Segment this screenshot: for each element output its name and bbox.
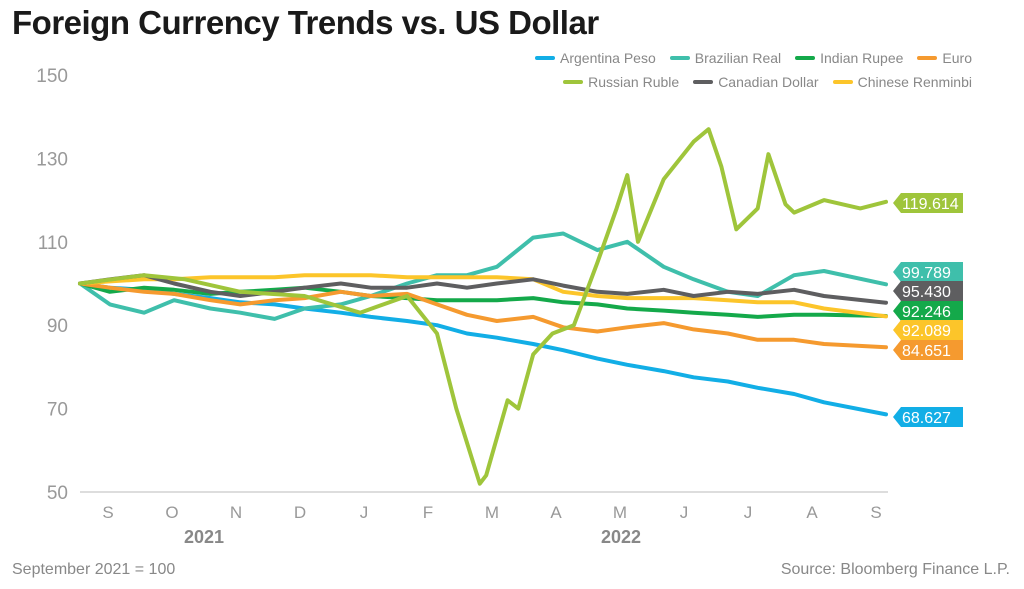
y-tick-label: 150 [36, 66, 68, 87]
end-value-label: 119.614 [902, 196, 959, 213]
end-value-label: 99.789 [902, 265, 951, 282]
y-tick-label: 130 [36, 149, 68, 170]
x-tick-label: S [870, 503, 881, 522]
end-label-tag [893, 281, 963, 301]
source-note: Source: Bloomberg Finance L.P. [780, 561, 1010, 578]
series-line-canadian-dollar [78, 273, 888, 305]
end-label-tag [893, 407, 963, 427]
x-tick-label: A [550, 503, 562, 522]
end-value-label: 95.430 [902, 284, 951, 301]
end-value-label: 84.651 [902, 343, 951, 360]
y-tick-label: 50 [47, 483, 68, 504]
legend-item: Russian Ruble [563, 74, 679, 90]
legend-item: Canadian Dollar [693, 74, 819, 90]
series-line-argentina-peso [78, 281, 888, 417]
x-tick-label: J [680, 503, 689, 522]
series-line-chinese-renminbi [78, 273, 888, 319]
legend-row-1: Argentina Peso Brazilian Real Indian Rup… [535, 50, 972, 66]
legend-item: Indian Rupee [795, 50, 903, 66]
x-tick-label: M [613, 503, 627, 522]
year-label: 2021 [184, 527, 224, 547]
end-label-tag [893, 262, 963, 282]
end-label-tag [893, 320, 963, 340]
legend-item: Argentina Peso [535, 50, 656, 66]
legend-row-2: Russian Ruble Canadian Dollar Chinese Re… [563, 74, 972, 90]
year-label: 2022 [601, 527, 641, 547]
end-label-tag [893, 340, 963, 360]
y-tick-label: 90 [47, 316, 68, 337]
y-tick-label: 70 [47, 400, 68, 421]
end-label-tag [893, 301, 963, 321]
legend-item: Chinese Renminbi [832, 74, 972, 90]
chart-title: Foreign Currency Trends vs. US Dollar [12, 4, 599, 41]
x-tick-label: N [230, 503, 242, 522]
baseline-note: September 2021 = 100 [12, 561, 176, 578]
legend-item: Euro [917, 50, 972, 66]
x-tick-label: J [360, 503, 369, 522]
x-tick-label: M [485, 503, 499, 522]
y-tick-label: 110 [38, 233, 68, 254]
end-value-label: 92.089 [902, 323, 951, 340]
series-line-euro [78, 281, 888, 350]
series-line-indian-rupee [78, 281, 888, 319]
end-value-label: 68.627 [902, 410, 951, 427]
legend-item: Brazilian Real [669, 50, 781, 66]
x-tick-label: F [423, 503, 433, 522]
x-tick-label: O [165, 503, 178, 522]
x-tick-label: J [744, 503, 753, 522]
x-tick-label: S [102, 503, 113, 522]
x-tick-label: A [806, 503, 818, 522]
series-line-russian-ruble [78, 127, 888, 486]
end-value-label: 92.246 [902, 304, 951, 321]
x-tick-label: D [294, 503, 306, 522]
end-label-tag [893, 193, 963, 213]
